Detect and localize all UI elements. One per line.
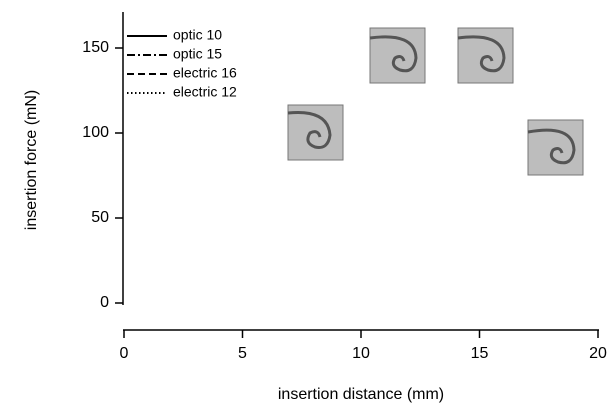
x-tick-label: 20: [589, 345, 607, 362]
y-tick-label: 150: [82, 39, 109, 56]
legend-label: electric 16: [173, 65, 237, 81]
x-tick-label: 10: [352, 345, 370, 362]
thumbnail: [527, 119, 584, 176]
legend-label: optic 15: [173, 46, 222, 62]
y-tick-label: 0: [100, 294, 109, 311]
x-tick-label: 0: [120, 345, 129, 362]
thumbnail: [457, 27, 514, 84]
legend-label: optic 10: [173, 27, 222, 43]
y-axis-label: insertion force (mN): [23, 90, 40, 230]
x-tick-label: 15: [471, 345, 489, 362]
y-tick-label: 50: [91, 209, 109, 226]
thumbnail: [369, 27, 426, 84]
legend-label: electric 12: [173, 84, 237, 100]
thumbnail: [287, 104, 344, 161]
x-tick-label: 5: [238, 345, 247, 362]
y-tick-label: 100: [82, 124, 109, 141]
x-axis-label: insertion distance (mm): [278, 386, 444, 403]
